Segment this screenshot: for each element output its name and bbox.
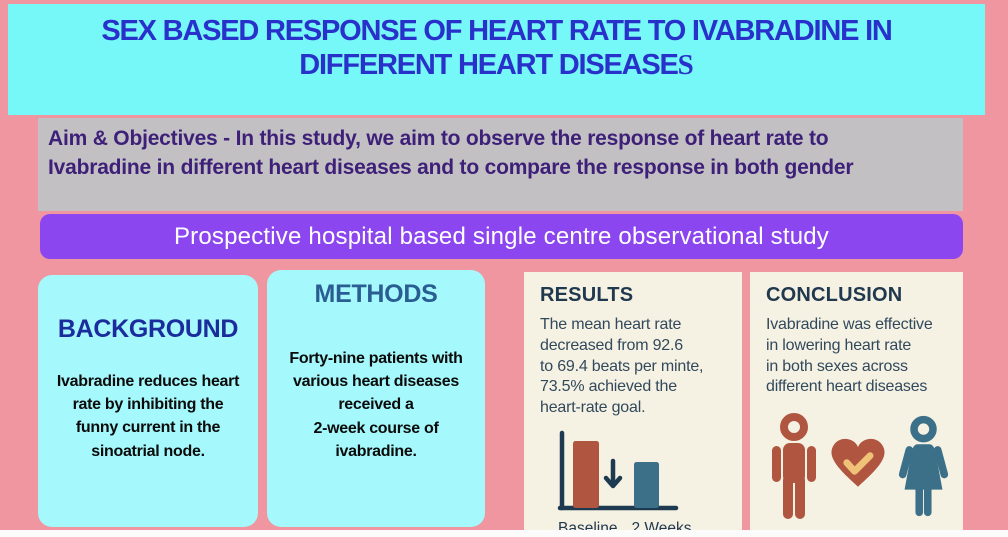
poster-title-text: SEX BASED RESPONSE OF HEART RATE TO IVAB… — [101, 15, 893, 82]
background-card: BACKGROUND Ivabradine reduces heart rate… — [38, 275, 258, 527]
methods-card-body: Forty-nine patients with various heart d… — [289, 350, 463, 460]
title-banner: SEX BASED RESPONSE OF HEART RATE TO IVAB… — [8, 4, 985, 115]
sexes-icon-row — [766, 412, 953, 520]
methods-card-title: METHODS — [314, 280, 438, 308]
conclusion-card: CONCLUSION Ivabradine was effective in l… — [750, 272, 963, 531]
results-card-title: RESULTS — [540, 284, 634, 306]
conclusion-card-title: CONCLUSION — [766, 284, 903, 306]
methods-card: METHODS Forty-nine patients with various… — [267, 270, 485, 527]
bar-chart-graphic — [557, 430, 679, 511]
male-icon — [772, 413, 816, 520]
bar-baseline — [573, 440, 599, 508]
background-card-title: BACKGROUND — [57, 315, 239, 343]
heart-check-icon — [831, 438, 885, 487]
arrow-down-icon — [603, 458, 623, 489]
background-card-body: Ivabradine reduces heart rate by inhibit… — [56, 373, 240, 460]
poster-title-suffix: S — [677, 49, 694, 82]
bar-2weeks — [634, 461, 659, 508]
female-icon — [898, 416, 949, 517]
conclusion-card-body: Ivabradine was effective in lowering hea… — [766, 316, 933, 396]
page-title: SEX BASED RESPONSE OF HEART RATE TO IVAB… — [41, 14, 953, 82]
aim-objectives-bar: Aim & Objectives - In this study, we aim… — [38, 118, 963, 211]
heart-rate-bar-chart: Baseline 2 Weeks — [556, 429, 732, 537]
aim-objectives-text: Aim & Objectives - In this study, we aim… — [48, 127, 854, 179]
study-design-banner: Prospective hospital based single centre… — [40, 214, 963, 259]
results-card-body: The mean heart rate decreased from 92.6 … — [540, 316, 704, 417]
study-design-text: Prospective hospital based single centre… — [173, 222, 830, 250]
bottom-strip — [0, 530, 1008, 537]
results-card: RESULTS The mean heart rate decreased fr… — [524, 272, 742, 537]
